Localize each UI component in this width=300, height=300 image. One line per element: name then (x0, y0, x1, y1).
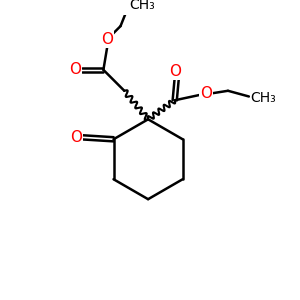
Text: O: O (101, 32, 113, 47)
Text: O: O (70, 130, 83, 145)
Text: CH₃: CH₃ (130, 0, 155, 12)
Text: O: O (200, 86, 212, 101)
Text: O: O (69, 62, 81, 77)
Text: O: O (169, 64, 181, 79)
Text: CH₃: CH₃ (250, 92, 276, 105)
